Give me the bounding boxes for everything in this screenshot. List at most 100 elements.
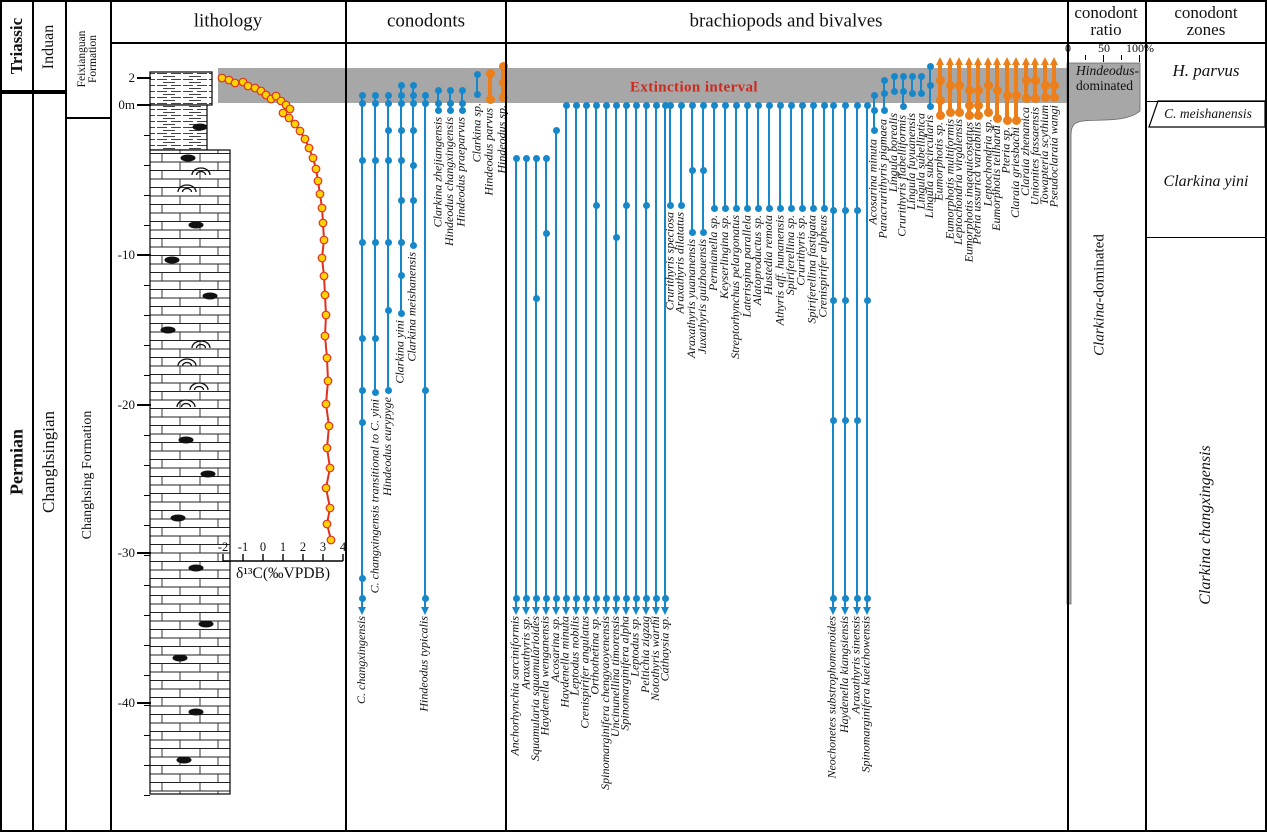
species-occurrence-dot [732, 101, 740, 109]
species-occurrence-dot [358, 91, 366, 99]
species-occurrence-dot [1021, 93, 1031, 103]
species-range-line [823, 103, 825, 208]
species-label: Pseudoclaraia wangi [1046, 105, 1060, 208]
depth-minor-tick [144, 585, 150, 586]
range-continues-down-arrow [852, 607, 861, 615]
species-occurrence-dot [945, 107, 955, 117]
species-occurrence-dot [699, 101, 707, 109]
species-occurrence-dot [798, 101, 806, 109]
species-label: Hindeodus parvus [482, 108, 496, 196]
species-occurrence-dot [964, 110, 974, 120]
species-occurrence-dot [434, 99, 442, 107]
species-label: Hindeodus typicalis [417, 616, 431, 712]
species-occurrence-dot [721, 204, 729, 212]
species-occurrence-dot [622, 101, 630, 109]
depth-minor-tick [144, 735, 150, 736]
ptb-boundary-thick [0, 90, 65, 94]
species-occurrence-dot [863, 296, 871, 304]
species-occurrence-dot [899, 87, 907, 95]
species-range-line [515, 158, 517, 608]
depth-label: 0m [118, 97, 135, 112]
species-occurrence-dot [397, 126, 405, 134]
depth-major-tick [137, 404, 151, 406]
species-occurrence-dot [592, 101, 600, 109]
formation-feixianguan-line2: Formation [87, 35, 99, 83]
species-occurrence-dot [983, 80, 993, 90]
species-range-line [565, 103, 567, 608]
species-occurrence-dot [1040, 92, 1050, 102]
species-occurrence-dot [397, 91, 405, 99]
range-continues-up-arrow [1049, 57, 1058, 65]
species-occurrence-dot [582, 101, 590, 109]
species-occurrence-dot [829, 594, 837, 602]
range-continues-down-arrow [551, 607, 560, 615]
species-occurrence-dot [908, 89, 916, 97]
zone-label-h-parvus: H. parvus [1172, 61, 1240, 80]
species-occurrence-dot [612, 594, 620, 602]
species-occurrence-dot [371, 334, 379, 342]
species-occurrence-dot [1002, 115, 1012, 125]
species-occurrence-dot [562, 101, 570, 109]
species-occurrence-dot [945, 80, 955, 90]
species-occurrence-dot [409, 91, 417, 99]
species-occurrence-dot [853, 594, 861, 602]
species-label: C. changxingensis [354, 616, 368, 704]
stage-label-changhsingian: Changhsingian [39, 411, 58, 513]
species-occurrence-dot [562, 594, 570, 602]
range-continues-up-arrow [945, 57, 954, 65]
species-occurrence-dot [642, 594, 650, 602]
species-occurrence-dot [642, 201, 650, 209]
species-occurrence-dot [870, 126, 878, 134]
species-occurrence-dot [870, 91, 878, 99]
species-occurrence-dot [992, 113, 1002, 123]
species-occurrence-dot [1011, 115, 1021, 125]
depth-minor-tick [144, 675, 150, 676]
ratio-scale-0: 0 [1065, 41, 1071, 55]
species-occurrence-dot [409, 99, 417, 107]
species-range-line [625, 103, 627, 608]
period-label-permian: Permian [6, 429, 27, 495]
species-occurrence-dot [473, 90, 481, 98]
range-continues-down-arrow [521, 607, 530, 615]
species-occurrence-dot [1030, 93, 1040, 103]
species-occurrence-dot [765, 204, 773, 212]
species-occurrence-dot [485, 94, 495, 104]
depth-major-tick [137, 552, 151, 554]
range-continues-down-arrow [641, 607, 650, 615]
range-continues-up-arrow [954, 57, 963, 65]
species-occurrence-dot [473, 70, 481, 78]
species-range-line [424, 95, 426, 608]
species-occurrence-dot [841, 594, 849, 602]
species-range-line [746, 103, 748, 208]
species-range-line [545, 158, 547, 608]
header-conodont-ratio: conodont ratio [1074, 4, 1137, 38]
species-occurrence-dot [409, 126, 417, 134]
species-occurrence-dot [371, 91, 379, 99]
header-underline [110, 42, 1267, 44]
species-occurrence-dot [485, 68, 495, 78]
species-occurrence-dot [458, 86, 466, 94]
range-continues-down-arrow [601, 607, 610, 615]
species-occurrence-dot [765, 101, 773, 109]
range-continues-up-arrow [973, 57, 982, 65]
species-occurrence-dot [820, 204, 828, 212]
species-occurrence-dot [542, 594, 550, 602]
species-occurrence-dot [592, 594, 600, 602]
species-occurrence-dot [1011, 90, 1021, 100]
species-occurrence-dot [397, 81, 405, 89]
species-occurrence-dot [602, 594, 610, 602]
species-occurrence-dot [409, 161, 417, 169]
species-occurrence-dot [384, 156, 392, 164]
species-occurrence-dot [853, 416, 861, 424]
species-range-line [476, 72, 478, 96]
species-range-line [575, 103, 577, 608]
species-occurrence-dot [926, 102, 934, 110]
species-range-line [893, 74, 895, 93]
period-label-triassic: Triassic [7, 17, 26, 75]
species-occurrence-dot [622, 201, 630, 209]
depth-minor-tick [144, 285, 150, 286]
ratio-lower-italic: Clarkina [1091, 302, 1108, 356]
species-occurrence-dot [899, 102, 907, 110]
depth-minor-tick [144, 405, 150, 406]
species-occurrence-dot [652, 101, 660, 109]
